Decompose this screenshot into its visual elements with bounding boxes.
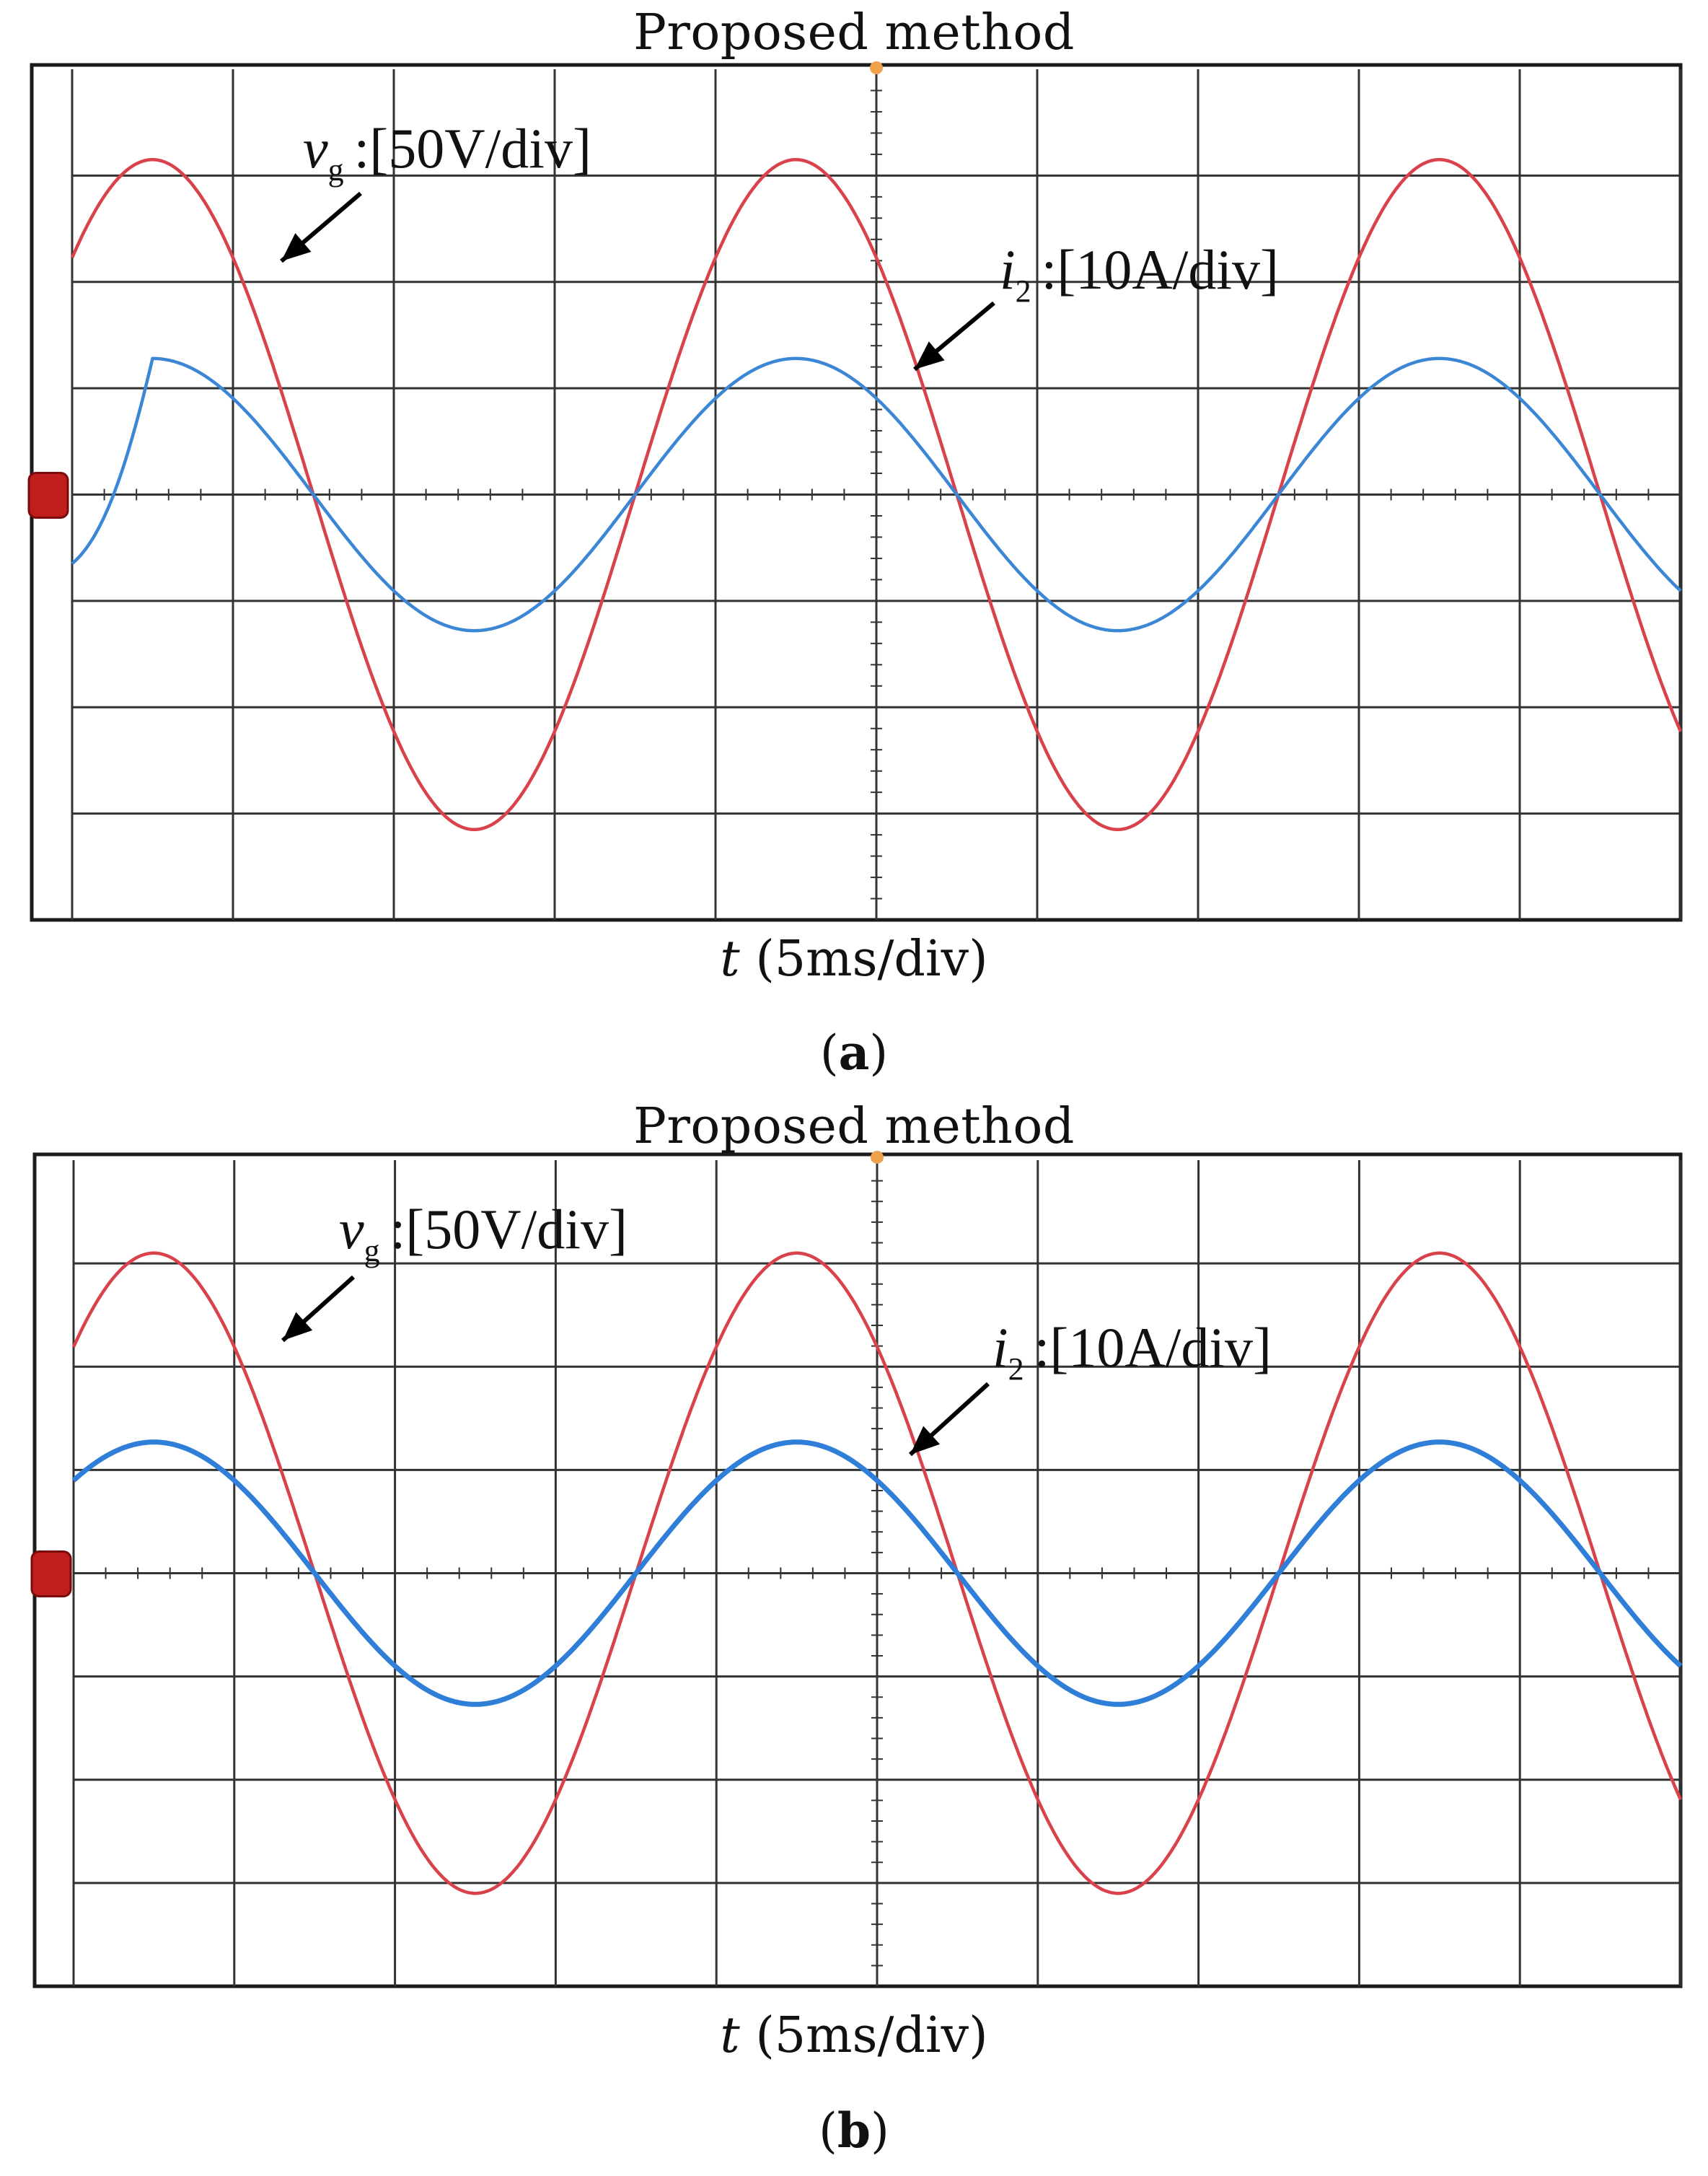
panel-b-arrowhead-i2 bbox=[910, 1426, 941, 1455]
panel-b-label-vg: vg:[50V/div] bbox=[339, 1198, 628, 1268]
panel-a-xlabel-var: t bbox=[720, 931, 740, 988]
panel-a-title: Proposed method bbox=[633, 4, 1075, 61]
panel-a-series-vg bbox=[70, 158, 1683, 831]
panel-b-series-i2 bbox=[71, 1439, 1683, 1707]
panel-a-frame bbox=[30, 63, 1683, 922]
panel-a-label-vg: vg:[50V/div] bbox=[303, 117, 591, 188]
panel-b-frame bbox=[32, 1152, 1683, 1988]
panel-a-plot: vg:[50V/div] i2:[10A/div] bbox=[27, 61, 1683, 922]
panel-a: Proposed method vg:[50V/div] i2:[10A/div]… bbox=[0, 4, 1708, 1081]
panel-b-label-i2: i2:[10A/div] bbox=[992, 1316, 1272, 1387]
panel-b-reference-marker bbox=[30, 1550, 72, 1597]
panel-b-series-vg bbox=[71, 1251, 1683, 1895]
panel-b-xlabel-unit: (5ms/div) bbox=[739, 2007, 988, 2064]
panel-a-series-i2 bbox=[71, 356, 1682, 633]
panel-b-arrowhead-vg bbox=[283, 1312, 313, 1341]
panel-b-xlabel-var: t bbox=[720, 2007, 740, 2064]
panel-a-trigger-marker bbox=[870, 61, 883, 74]
panel-b-caption: (b) bbox=[819, 2102, 889, 2159]
panel-b-trigger-marker bbox=[871, 1151, 884, 1164]
panel-b-scope: vg:[50V/div] i2:[10A/div] bbox=[30, 1151, 1683, 1988]
panel-b-plot: vg:[50V/div] i2:[10A/div] bbox=[30, 1151, 1683, 1988]
panel-a-scope: vg:[50V/div] i2:[10A/div] bbox=[27, 61, 1683, 922]
panel-b-caption-letter: b bbox=[837, 2102, 871, 2159]
panel-b-xlabel: t (5ms/div) bbox=[0, 2007, 1708, 2064]
panel-a-arrowhead-vg bbox=[281, 233, 312, 261]
panel-b-title: Proposed method bbox=[633, 1098, 1075, 1155]
panel-a-xlabel-unit: (5ms/div) bbox=[739, 931, 988, 988]
panel-a-caption: (a) bbox=[819, 1025, 889, 1081]
panel-b: Proposed method vg:[50V/div] i2:[10A/div]… bbox=[0, 1088, 1708, 2176]
panel-a-arrowhead-i2 bbox=[915, 341, 945, 369]
panel-a-caption-letter: a bbox=[838, 1025, 870, 1081]
panel-a-xlabel: t (5ms/div) bbox=[0, 931, 1708, 988]
panel-a-reference-marker bbox=[27, 472, 69, 519]
panel-a-label-i2: i2:[10A/div] bbox=[1000, 238, 1279, 309]
